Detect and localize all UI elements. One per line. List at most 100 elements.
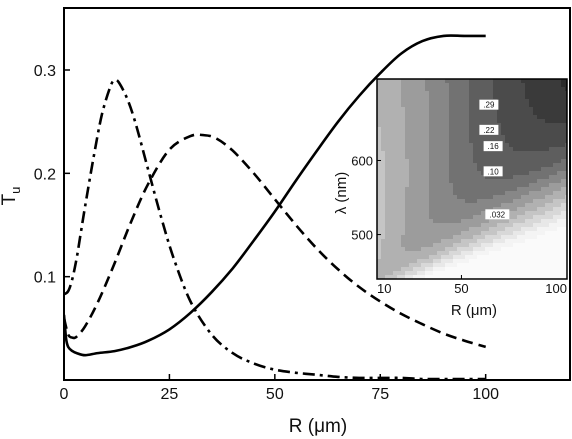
contour-cell bbox=[477, 99, 482, 104]
contour-cell bbox=[533, 207, 538, 212]
contour-cell bbox=[517, 111, 522, 116]
contour-cell bbox=[449, 223, 454, 228]
contour-cell bbox=[505, 219, 510, 224]
contour-cell bbox=[561, 175, 566, 180]
contour-cell bbox=[421, 251, 426, 256]
contour-cell bbox=[517, 143, 522, 148]
contour-cell bbox=[521, 171, 526, 176]
contour-cell bbox=[521, 79, 526, 84]
contour-cell bbox=[489, 111, 494, 116]
inset-contour-map bbox=[377, 79, 567, 279]
contour-cell bbox=[557, 135, 562, 140]
contour-cell bbox=[545, 199, 550, 204]
contour-cell bbox=[561, 211, 566, 216]
contour-cell bbox=[505, 191, 510, 196]
contour-cell bbox=[437, 79, 442, 84]
contour-cell bbox=[489, 207, 494, 212]
contour-cell bbox=[425, 87, 430, 92]
contour-cell bbox=[421, 163, 426, 168]
contour-cell bbox=[493, 219, 498, 224]
contour-cell bbox=[557, 203, 562, 208]
contour-cell bbox=[565, 163, 567, 168]
contour-cell bbox=[557, 119, 562, 124]
contour-cell bbox=[381, 167, 386, 172]
contour-cell bbox=[405, 263, 410, 268]
contour-cell bbox=[517, 91, 522, 96]
contour-cell bbox=[437, 251, 442, 256]
contour-cell bbox=[433, 251, 438, 256]
contour-cell bbox=[537, 183, 542, 188]
contour-cell bbox=[497, 135, 502, 140]
contour-cell bbox=[409, 163, 414, 168]
contour-cell bbox=[417, 179, 422, 184]
contour-cell bbox=[413, 247, 418, 252]
contour-cell bbox=[385, 263, 390, 268]
contour-cell bbox=[385, 91, 390, 96]
contour-cell bbox=[537, 91, 542, 96]
contour-cell bbox=[537, 267, 542, 272]
contour-cell bbox=[513, 139, 518, 144]
contour-cell bbox=[421, 199, 426, 204]
contour-cell bbox=[557, 167, 562, 172]
contour-cell bbox=[549, 115, 554, 120]
contour-cell bbox=[537, 219, 542, 224]
contour-cell bbox=[441, 203, 446, 208]
contour-cell bbox=[445, 83, 450, 88]
contour-cell bbox=[529, 103, 534, 108]
contour-cell bbox=[377, 211, 382, 216]
contour-cell bbox=[377, 99, 382, 104]
contour-cell bbox=[537, 207, 542, 212]
contour-cell bbox=[481, 79, 486, 84]
contour-cell bbox=[545, 95, 550, 100]
contour-cell bbox=[493, 227, 498, 232]
contour-cell bbox=[421, 267, 426, 272]
contour-cell bbox=[465, 219, 470, 224]
contour-cell bbox=[393, 275, 398, 279]
contour-cell bbox=[385, 251, 390, 256]
contour-cell bbox=[405, 199, 410, 204]
contour-cell bbox=[445, 255, 450, 260]
contour-cell bbox=[449, 127, 454, 132]
contour-cell bbox=[501, 183, 506, 188]
contour-cell bbox=[453, 267, 458, 272]
contour-cell bbox=[565, 231, 567, 236]
contour-cell bbox=[557, 115, 562, 120]
contour-cell bbox=[405, 107, 410, 112]
contour-cell bbox=[485, 275, 490, 279]
contour-cell bbox=[409, 187, 414, 192]
contour-cell bbox=[421, 239, 426, 244]
contour-cell bbox=[377, 135, 382, 140]
contour-cell bbox=[461, 207, 466, 212]
contour-cell bbox=[509, 103, 514, 108]
contour-cell bbox=[457, 155, 462, 160]
contour-cell bbox=[405, 211, 410, 216]
contour-cell bbox=[389, 231, 394, 236]
contour-cell bbox=[413, 127, 418, 132]
contour-cell bbox=[453, 131, 458, 136]
contour-cell bbox=[553, 203, 558, 208]
contour-cell bbox=[509, 203, 514, 208]
contour-cell bbox=[541, 215, 546, 220]
contour-cell bbox=[485, 207, 490, 212]
contour-cell bbox=[541, 127, 546, 132]
contour-cell bbox=[493, 135, 498, 140]
contour-cell bbox=[545, 107, 550, 112]
contour-cell bbox=[497, 155, 502, 160]
contour-cell bbox=[485, 247, 490, 252]
contour-cell bbox=[421, 203, 426, 208]
contour-cell bbox=[553, 223, 558, 228]
contour-cell bbox=[421, 191, 426, 196]
contour-cell bbox=[469, 151, 474, 156]
contour-cell bbox=[397, 135, 402, 140]
contour-cell bbox=[397, 227, 402, 232]
contour-cell bbox=[481, 135, 486, 140]
contour-cell bbox=[557, 195, 562, 200]
contour-cell bbox=[477, 79, 482, 84]
contour-cell bbox=[521, 235, 526, 240]
contour-cell bbox=[525, 211, 530, 216]
contour-cell bbox=[425, 223, 430, 228]
contour-cell bbox=[465, 147, 470, 152]
contour-cell bbox=[389, 159, 394, 164]
contour-cell bbox=[481, 199, 486, 204]
contour-cell bbox=[561, 251, 566, 256]
